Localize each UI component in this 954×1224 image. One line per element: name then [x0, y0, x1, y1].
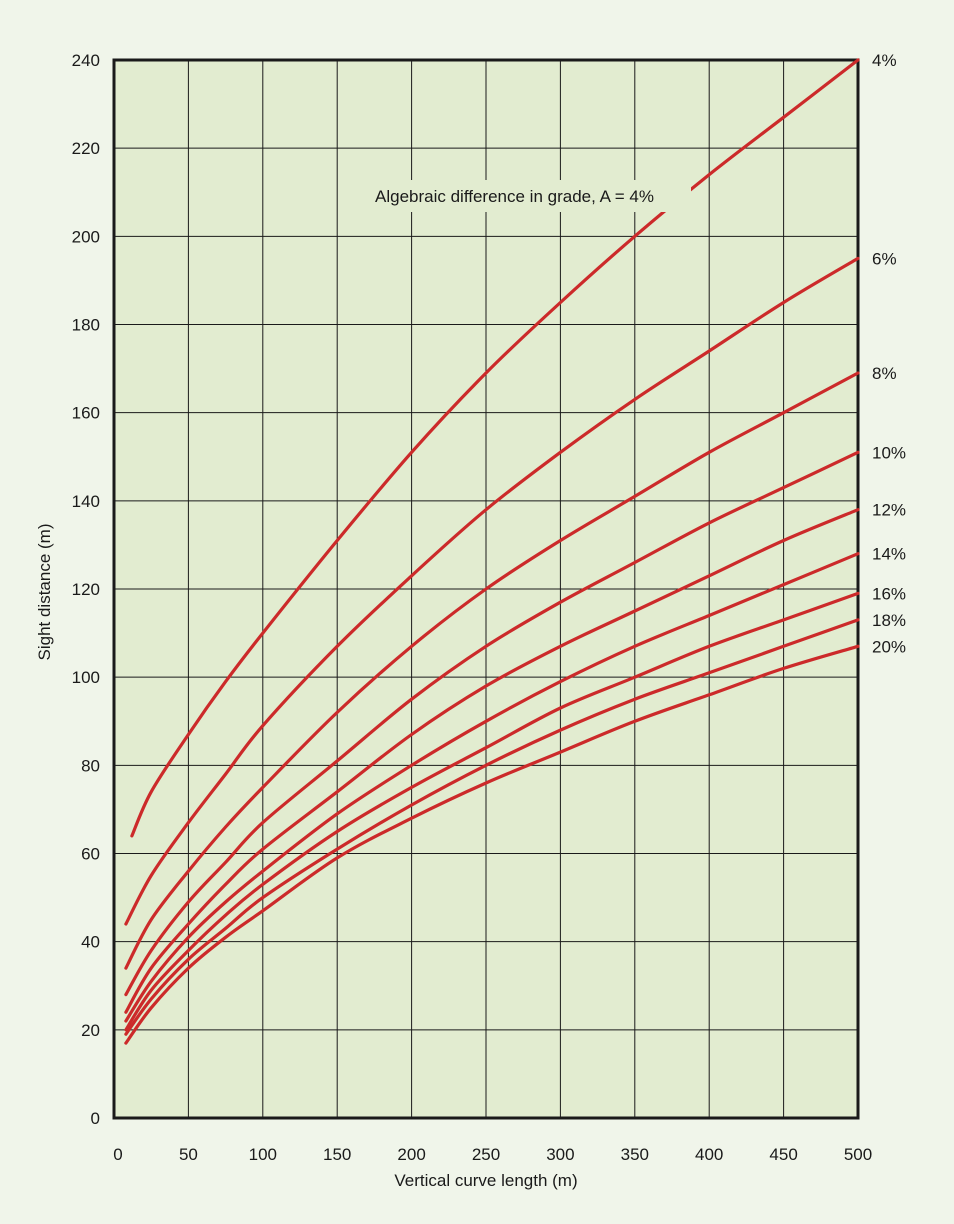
series-label: 8%	[872, 364, 897, 383]
series-line-20pct	[124, 644, 860, 1045]
y-tick-label: 140	[72, 492, 100, 511]
y-tick-label: 40	[81, 933, 100, 952]
series-line-18pct	[124, 618, 860, 1036]
annotation-background	[366, 180, 691, 212]
series-label: 6%	[872, 249, 897, 268]
y-tick-label: 180	[72, 316, 100, 335]
series-line-4pct	[130, 58, 860, 838]
y-axis-title: Sight distance (m)	[35, 524, 54, 661]
x-tick-label: 300	[546, 1145, 574, 1164]
series-lines	[124, 58, 860, 1045]
x-tick-label: 500	[844, 1145, 872, 1164]
y-tick-label: 200	[72, 227, 100, 246]
y-tick-label: 220	[72, 139, 100, 158]
y-tick-label: 20	[81, 1021, 100, 1040]
x-tick-label: 250	[472, 1145, 500, 1164]
x-tick-label: 400	[695, 1145, 723, 1164]
series-label: 14%	[872, 545, 906, 564]
series-label: 10%	[872, 443, 906, 462]
series-line-8pct	[124, 371, 860, 970]
series-label: 16%	[872, 584, 906, 603]
series-line-16pct	[124, 591, 860, 1032]
series-label: 20%	[872, 637, 906, 656]
grade-annotation: Algebraic difference in grade, A = 4%	[375, 187, 654, 206]
x-tick-label: 150	[323, 1145, 351, 1164]
series-label: 18%	[872, 611, 906, 630]
series-labels: 4% 6% 8% 10% 12% 14% 16% 18% 20%	[872, 51, 906, 656]
x-tick-label: 0	[113, 1145, 122, 1164]
y-tick-label: 100	[72, 668, 100, 687]
x-tick-label: 350	[621, 1145, 649, 1164]
series-label: 4%	[872, 51, 897, 70]
y-tick-label: 80	[81, 756, 100, 775]
x-tick-label: 450	[769, 1145, 797, 1164]
x-axis-title: Vertical curve length (m)	[394, 1171, 577, 1190]
x-tick-label: 100	[249, 1145, 277, 1164]
y-tick-label: 160	[72, 404, 100, 423]
series-line-10pct	[124, 450, 860, 997]
y-tick-label: 60	[81, 845, 100, 864]
plot-frame	[112, 58, 860, 1120]
tick-labels: 0 50 100 150 200 250 300 350 400 450 500 0 20 40 60 80 1…	[72, 51, 873, 1164]
x-tick-label: 50	[179, 1145, 198, 1164]
series-line-14pct	[124, 552, 860, 1023]
y-tick-label: 240	[72, 51, 100, 70]
y-tick-label: 0	[91, 1109, 100, 1128]
x-tick-label: 200	[397, 1145, 425, 1164]
series-label: 12%	[872, 501, 906, 520]
series-line-12pct	[124, 508, 860, 1014]
y-tick-label: 120	[72, 580, 100, 599]
series-line-6pct	[124, 256, 860, 926]
